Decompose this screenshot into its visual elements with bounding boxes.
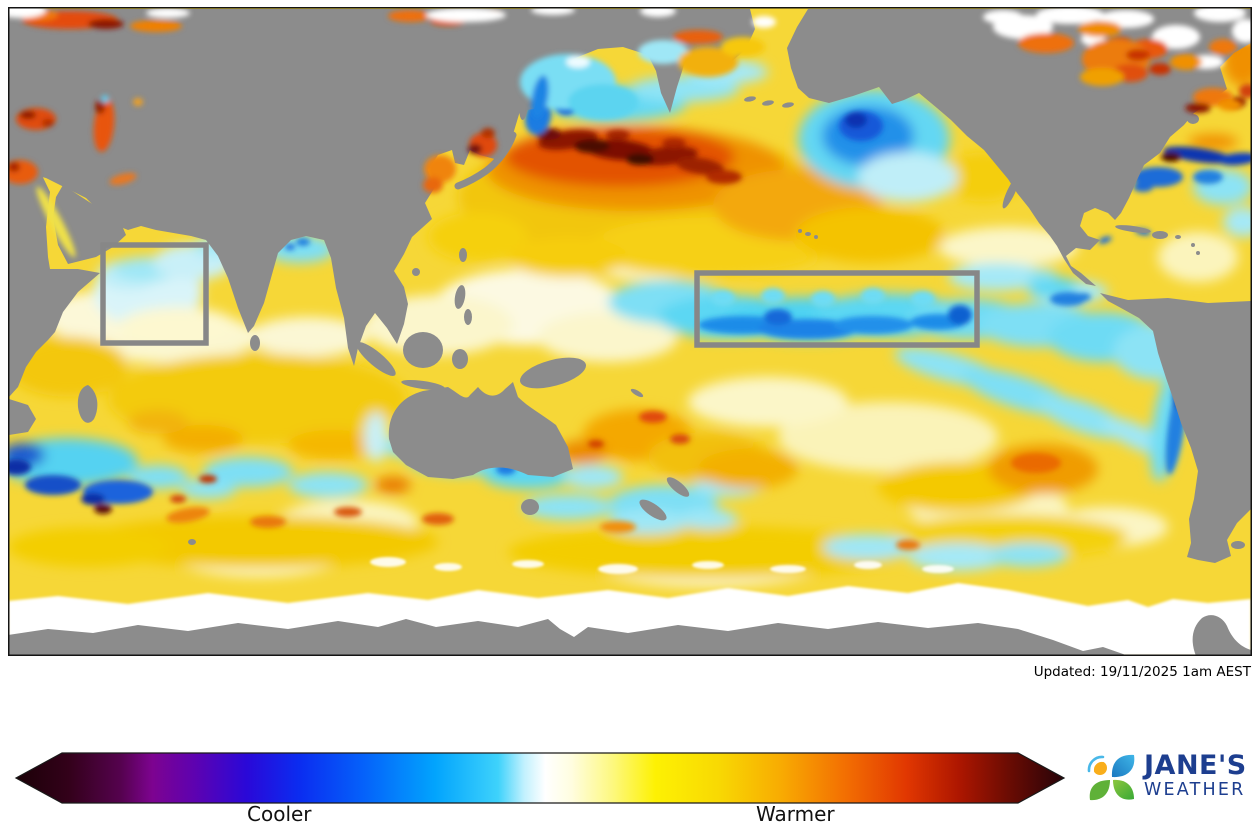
land-kerguelen (188, 539, 196, 545)
janes-weather-logo-icon (1087, 754, 1135, 801)
indian-ocean-region-box (100, 242, 209, 346)
land-new-caledonia (630, 388, 644, 398)
land-antilles-1 (1191, 243, 1195, 247)
land-nz-north (666, 477, 690, 497)
antarctic-ice (8, 557, 1251, 656)
land-antilles-2 (1196, 251, 1200, 255)
land-sumatra (356, 342, 396, 376)
land-new-guinea (519, 357, 587, 389)
janes-weather-logo-text: JANE'S WEATHER (1144, 752, 1247, 800)
logo-name-line1: JANE'S (1144, 750, 1247, 781)
land-srilanka (250, 335, 260, 351)
land-south-africa (9, 399, 36, 435)
land-sulawesi (452, 349, 468, 369)
janes-weather-logo: JANE'S WEATHER (1086, 750, 1256, 810)
land-hispaniola (1152, 231, 1168, 239)
land-hawaii-1 (805, 232, 811, 236)
land-aleutian-1 (782, 102, 794, 108)
land-madagascar (77, 385, 98, 423)
land-africa (9, 162, 100, 397)
land-philippines-south (464, 309, 472, 325)
sst-anomaly-map (0, 2, 1260, 656)
land-antarctic-peninsula (1192, 615, 1251, 656)
map-border (8, 7, 1252, 656)
land-tasmania (521, 499, 539, 515)
land-nz-south (639, 499, 667, 521)
warmer-label: Warmer (756, 802, 835, 826)
updated-timestamp: Updated: 19/11/2025 1am AEST (1033, 664, 1251, 680)
land-puerto-rico (1175, 235, 1181, 239)
temperature-colorbar (14, 752, 1066, 804)
land-borneo (403, 332, 443, 368)
cooler-label: Cooler (247, 802, 312, 826)
land-hawaii-3 (814, 235, 818, 239)
nino-region-box (694, 270, 980, 348)
land-aleutian-3 (744, 96, 756, 102)
logo-name-line2: WEATHER (1144, 780, 1246, 800)
land-aleutian-2 (762, 100, 774, 106)
colorbar-gradient-bar (14, 752, 1066, 804)
land-java (401, 379, 445, 391)
land-cuba (1115, 225, 1151, 233)
land-hainan (412, 268, 420, 276)
land-eurasia (9, 9, 755, 366)
land-baja (1002, 175, 1020, 209)
land-japan (454, 131, 517, 190)
land-australia (388, 382, 573, 479)
land-falklands (1231, 541, 1245, 549)
land-taiwan (459, 248, 467, 262)
land-antarctica (8, 619, 1128, 656)
sst-anomaly-map-image (0, 2, 1260, 656)
land-south-america (1100, 293, 1251, 563)
land-hawaii-2 (798, 229, 802, 233)
land-philippines (454, 285, 466, 309)
land-newfoundland (1187, 114, 1199, 124)
